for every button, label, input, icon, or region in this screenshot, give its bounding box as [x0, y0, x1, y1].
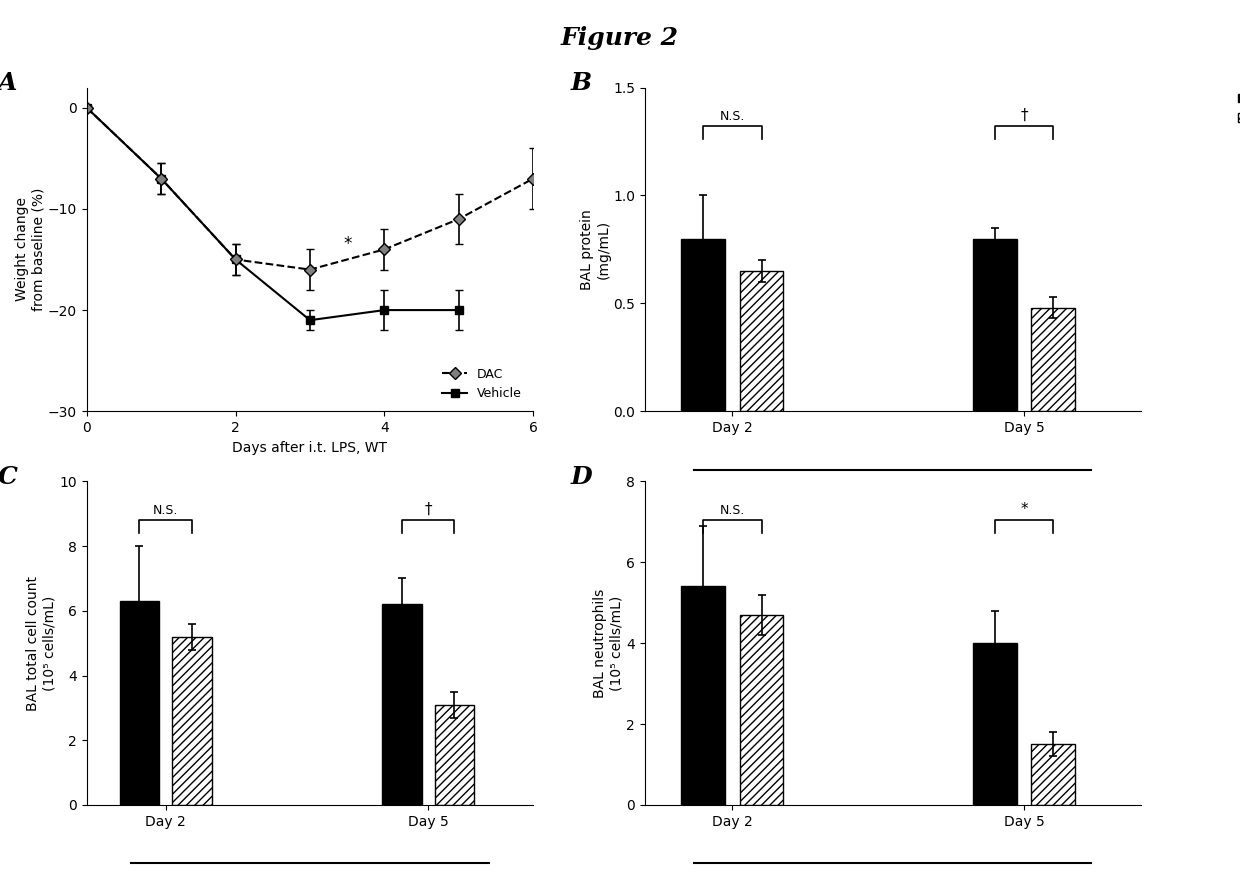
Bar	[1032, 745, 1075, 805]
Text: D: D	[570, 466, 591, 489]
Text: N.S.: N.S.	[719, 110, 745, 123]
Y-axis label: BAL neutrophils
(10⁵ cells/mL): BAL neutrophils (10⁵ cells/mL)	[593, 589, 624, 697]
Bar	[973, 643, 1017, 805]
Bar	[119, 601, 159, 805]
Bar	[681, 586, 725, 805]
Bar	[172, 637, 212, 805]
Text: B: B	[570, 71, 591, 95]
Bar	[435, 704, 474, 805]
Bar	[681, 239, 725, 411]
Legend: Vehicle, DAC: Vehicle, DAC	[1233, 88, 1240, 130]
Text: *: *	[1021, 502, 1028, 517]
Text: A: A	[0, 71, 17, 95]
Legend: DAC, Vehicle: DAC, Vehicle	[436, 363, 527, 405]
Bar	[1032, 308, 1075, 411]
Y-axis label: BAL total cell count
(10⁵ cells/mL): BAL total cell count (10⁵ cells/mL)	[26, 576, 57, 710]
Text: N.S.: N.S.	[719, 504, 745, 517]
Text: *: *	[343, 235, 351, 254]
Y-axis label: Weight change
from baseline (%): Weight change from baseline (%)	[15, 187, 45, 311]
Text: †: †	[1021, 108, 1028, 123]
Bar	[973, 239, 1017, 411]
Bar	[382, 605, 422, 805]
Y-axis label: BAL protein
(mg/mL): BAL protein (mg/mL)	[580, 209, 610, 290]
Text: †: †	[424, 502, 432, 517]
X-axis label: Days after i.t. LPS, WT: Days after i.t. LPS, WT	[233, 440, 387, 454]
Bar	[739, 615, 784, 805]
Bar	[739, 271, 784, 411]
Text: Figure 2: Figure 2	[560, 26, 680, 50]
Text: WT: WT	[882, 489, 904, 503]
Text: C: C	[0, 466, 17, 489]
Text: N.S.: N.S.	[153, 504, 179, 517]
